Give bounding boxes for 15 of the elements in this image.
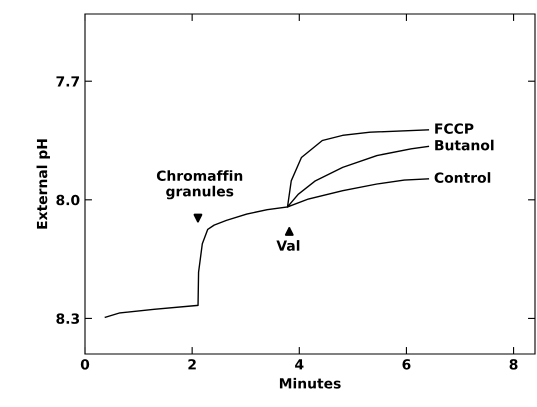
series-label: Control [434,172,490,183]
y-tick-label: 8.3 [56,313,80,324]
y-axis-title: External pH [36,139,50,229]
x-tick-label: 8 [510,359,518,370]
y-tick-label: 7.7 [56,76,80,86]
x-axis-title: Minutes [280,378,341,389]
series-label: Butanol [435,140,494,150]
series-label: FCCP [435,123,474,134]
x-tick-label: 2 [188,359,196,370]
x-tick-label: 6 [402,359,411,370]
x-tick-label: 4 [295,359,304,370]
annotation: Val [276,240,300,251]
x-tick-label: 0 [80,359,90,370]
y-tick-label: 8.0 [56,194,80,206]
annotation: Chromaffin granules [156,170,242,200]
